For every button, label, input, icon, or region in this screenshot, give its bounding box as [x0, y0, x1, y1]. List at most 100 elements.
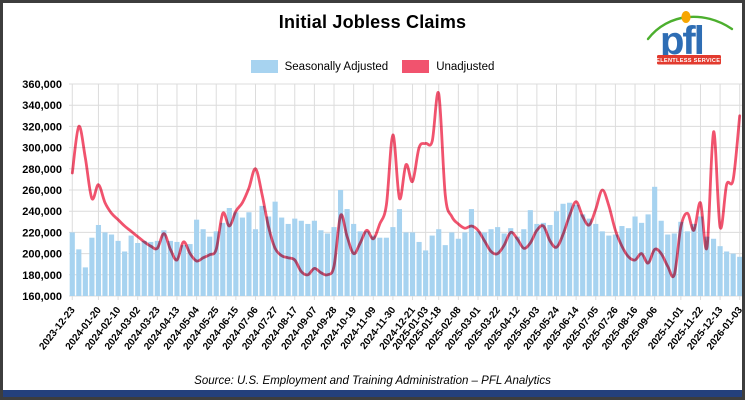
legend: Seasonally Adjusted Unadjusted [3, 58, 742, 75]
sa-bar [108, 234, 115, 296]
sa-bar [115, 240, 121, 296]
sa-bar [508, 228, 514, 296]
y-tick-label: 220,000 [22, 227, 62, 239]
y-tick-label: 280,000 [22, 164, 62, 176]
y-tick-label: 320,000 [22, 121, 62, 133]
page-title: Initial Jobless Claims [278, 12, 467, 32]
sa-bar [292, 218, 298, 296]
sa-bar [285, 223, 291, 296]
sa-bar [246, 212, 252, 296]
sa-bar [266, 216, 272, 296]
sa-bar [148, 241, 154, 296]
legend-item-unadjusted: Unadjusted [402, 60, 494, 73]
legend-label: Seasonally Adjusted [284, 60, 389, 73]
sa-bar [599, 231, 605, 296]
source-note: Source: U.S. Employment and Training Adm… [194, 375, 551, 387]
sa-bar [423, 250, 429, 296]
sa-bar [305, 223, 311, 296]
y-tick-label: 340,000 [22, 100, 62, 112]
sa-bar [233, 212, 239, 296]
sa-bar [730, 253, 736, 296]
sa-bar [213, 231, 219, 296]
sa-bar [625, 228, 632, 296]
sa-bar [187, 244, 193, 296]
sa-bar [135, 243, 141, 296]
sa-bar [684, 231, 690, 296]
sa-bar [717, 246, 723, 296]
sa-bar [619, 226, 625, 296]
sa-bar [560, 203, 566, 296]
sa-bar [652, 186, 658, 296]
y-tick-label: 180,000 [22, 270, 62, 282]
sa-bar [324, 233, 331, 296]
sa-bar [122, 251, 128, 296]
sa-bar [501, 233, 507, 296]
sa-bar [606, 235, 612, 296]
sa-bar [180, 245, 187, 296]
sa-bar [200, 229, 206, 296]
sa-bar [436, 229, 442, 296]
sa-bar [390, 227, 396, 296]
sa-bar [252, 229, 259, 296]
sa-bar [455, 238, 461, 296]
sa-bar [697, 216, 704, 296]
sa-bar [495, 227, 501, 296]
legend-label: Unadjusted [436, 60, 495, 73]
sa-bar [337, 190, 344, 296]
sa-bar [226, 208, 232, 296]
sa-bar [639, 222, 645, 296]
sa-bar [593, 223, 599, 296]
sa-bar [580, 214, 586, 296]
sa-bar [344, 209, 350, 296]
sa-bar [128, 235, 134, 296]
sa-bar [573, 204, 579, 296]
sa-bar [462, 232, 468, 296]
sa-bar [89, 237, 95, 296]
sa-bar [724, 251, 730, 296]
sa-bar [383, 237, 389, 296]
sa-bar [403, 232, 409, 296]
sa-bar [553, 211, 560, 296]
sa-bar [409, 232, 416, 296]
sa-bar [194, 219, 200, 296]
sa-bar [540, 222, 546, 296]
sa-bar [396, 209, 403, 296]
sa-bar [704, 236, 710, 296]
sa-bar [521, 229, 527, 296]
sa-bar [311, 220, 317, 296]
sa-bar [514, 236, 520, 296]
sa-bar [95, 224, 102, 296]
sa-bar [527, 210, 533, 296]
sa-bar [351, 223, 357, 296]
y-tick-label: 360,000 [22, 79, 62, 91]
logo-tagline-box [657, 55, 721, 65]
sa-bar [481, 232, 488, 296]
y-tick-label: 260,000 [22, 185, 62, 197]
sa-bar [167, 240, 173, 296]
y-tick-label: 240,000 [22, 206, 62, 218]
sa-bar [671, 233, 677, 296]
sa-bar [547, 224, 553, 296]
sa-bar [298, 220, 304, 296]
jobless-claims-chart: 160,000 180,000 200,000 220,000 240,000 260,0… [22, 79, 742, 352]
sa-bar [370, 235, 376, 296]
y-tick-label: 300,000 [22, 143, 62, 155]
sa-bar [154, 240, 160, 296]
sa-bar [207, 236, 213, 296]
pfl-logo: pfl RELENTLESS SERVICE™ [646, 11, 734, 65]
sa-bar [102, 232, 108, 296]
legend-swatch-blue [250, 60, 278, 73]
sa-bar [468, 209, 475, 296]
sa-bar [586, 218, 592, 296]
y-tick-label: 160,000 [22, 291, 62, 303]
sa-bar [220, 222, 226, 296]
sa-bar [658, 220, 664, 296]
y-tick-label: 200,000 [22, 249, 62, 261]
sa-bar [534, 223, 540, 296]
legend-swatch-pink [402, 60, 430, 73]
sa-bar [318, 230, 324, 296]
sa-bar [161, 230, 167, 296]
sa-bar [259, 205, 265, 296]
sa-bar [737, 256, 742, 296]
